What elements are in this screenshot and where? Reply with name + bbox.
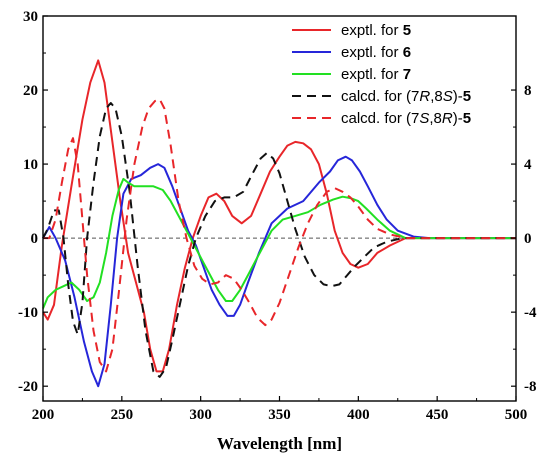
legend: exptl. for 5 exptl. for 6 exptl. for 7 calc… [292,22,471,127]
right-y-tick-label: -4 [524,305,537,321]
legend-entry-3: exptl. for 7 [341,66,411,83]
legend-entry-5: calcd. for (7S,8R)-5 [341,110,471,127]
x-tick-label: 250 [111,407,134,423]
series-group [42,59,516,388]
x-tick-label: 450 [426,407,449,423]
series-line-2 [42,155,516,388]
x-axis-ticks: 200 250 300 350 400 450 500 [32,396,528,423]
left-y-tick-label: -20 [18,379,38,395]
left-y-tick-label: -10 [18,305,38,321]
right-y-axis-ticks: -8 -4 0 4 8 [511,83,537,395]
right-y-tick-label: 8 [524,83,532,99]
right-y-tick-label: -8 [524,379,537,395]
right-y-tick-label: 0 [524,231,532,247]
left-y-tick-label: 30 [23,9,38,25]
series-line-1 [42,59,516,373]
series-line-4 [42,102,516,378]
x-tick-label: 200 [32,407,55,423]
left-y-tick-label: 20 [23,83,38,99]
legend-entry-1: exptl. for 5 [341,22,411,39]
x-tick-label: 400 [347,407,370,423]
left-y-axis-ticks: -20 -10 0 10 20 30 [18,9,48,395]
x-tick-label: 500 [505,407,528,423]
legend-entry-4: calcd. for (7R,8S)-5 [341,88,471,105]
series-line-5 [43,98,516,373]
x-tick-label: 300 [189,407,212,423]
series-line-3 [42,177,516,309]
left-y-tick-label: 0 [31,231,39,247]
legend-entry-2: exptl. for 6 [341,44,411,61]
x-tick-label: 350 [268,407,291,423]
right-y-tick-label: 4 [524,157,532,173]
left-y-tick-label: 10 [23,157,38,173]
x-axis-title: Wavelength [nm] [217,434,342,453]
